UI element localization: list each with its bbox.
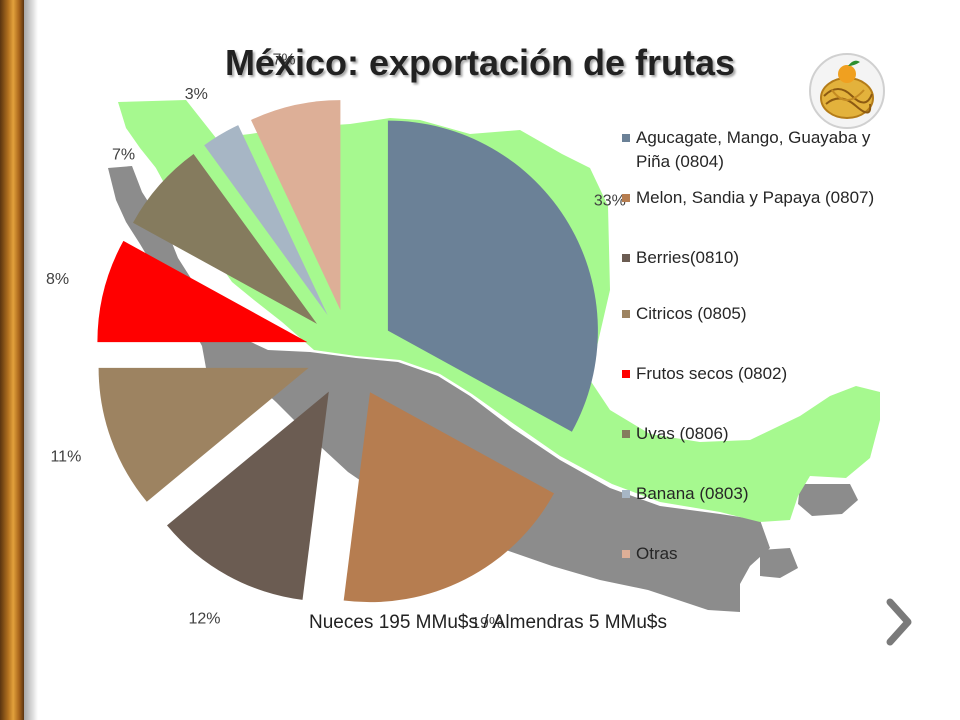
legend-item: Agucagate, Mango, Guayaba y Piña (0804) [622,126,892,174]
legend-item: Otras [622,542,892,566]
pie-data-label: 12% [188,611,220,628]
legend-swatch [622,134,630,142]
pie-slice [97,240,308,343]
pie-slice [343,392,554,603]
legend-label: Melon, Sandia y Papaya (0807) [636,188,875,207]
pie-slices [97,100,598,603]
legend-label: Uvas (0806) [636,424,729,443]
pie-data-label: 7% [112,146,135,163]
legend-item: Banana (0803) [622,482,892,506]
legend-swatch [622,254,630,262]
pie-slice [133,154,317,324]
legend-swatch [622,310,630,318]
pie-slice [98,367,309,502]
legend-swatch [622,370,630,378]
legend-label: Agucagate, Mango, Guayaba y Piña (0804) [636,128,871,171]
legend-label: Otras [636,544,678,563]
legend-label: Banana (0803) [636,484,749,503]
pie-data-label: 11% [50,448,81,465]
pie-slice [167,391,329,600]
legend-label: Frutos secos (0802) [636,364,788,383]
legend-item: Melon, Sandia y Papaya (0807) [622,186,892,210]
chart-footnote: Nueces 195 MMu$s / Almendras 5 MMu$s [309,612,667,633]
legend-item: Frutos secos (0802) [622,362,892,386]
legend-swatch [622,194,630,202]
legend-item: Citricos (0805) [622,302,892,326]
pie-data-label: 33% [594,192,626,209]
legend-item: Berries(0810) [622,246,892,270]
legend-item: Uvas (0806) [622,422,892,446]
legend-swatch [622,430,630,438]
decorative-side-bar [0,0,24,720]
pie-slice [387,120,598,432]
legend-swatch [622,550,630,558]
legend-swatch [622,490,630,498]
pie-data-label: 3% [185,86,208,103]
chevron-right-icon[interactable] [880,596,920,648]
pie-data-label: 19% [471,615,503,632]
pie-data-label: 7% [273,51,296,68]
pie-data-labels: 33% 19% 12% 11% 8% 7% 3% 7% [46,51,626,632]
pie-slice [204,125,328,316]
fruit-basket-logo-icon [809,53,885,129]
slide-title: México: exportación de frutas [224,42,736,83]
pie-slice [251,100,341,311]
pie-data-label: 8% [46,271,69,288]
legend-label: Berries(0810) [636,248,739,267]
legend-label: Citricos (0805) [636,304,747,323]
side-bar-shadow [24,0,38,720]
